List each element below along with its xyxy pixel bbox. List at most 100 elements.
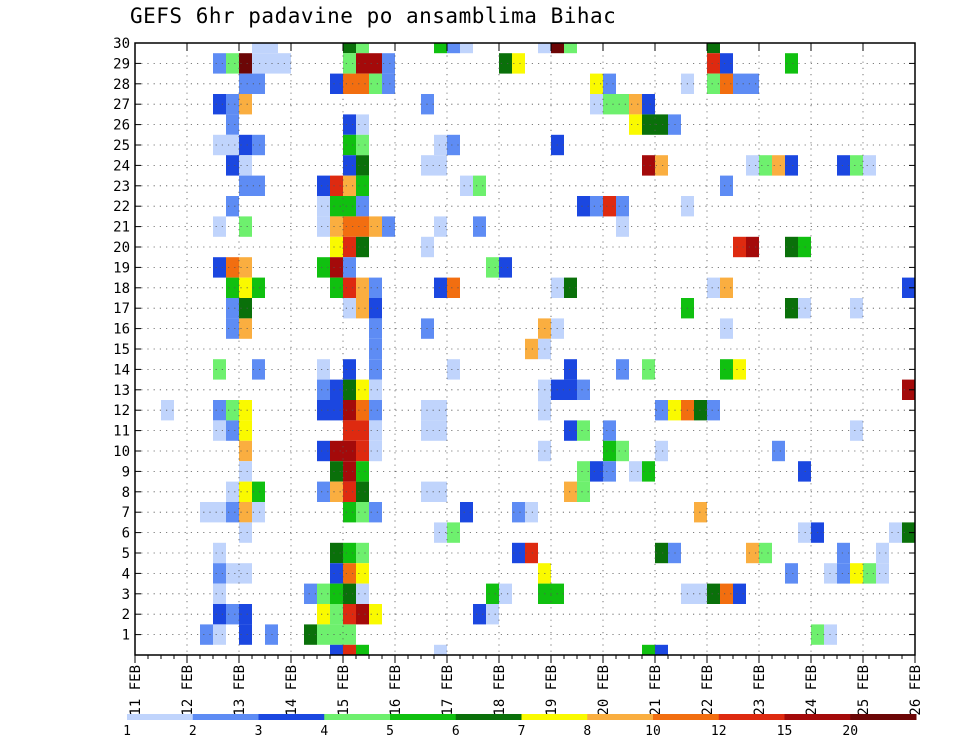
y-axis: 1234567891011121314151617181920212223242…: [113, 36, 915, 644]
heatmap-cell: [356, 502, 369, 523]
colorbar-swatch: [587, 714, 654, 720]
heatmap-cell: [343, 114, 356, 135]
y-tick-label: 24: [113, 158, 130, 174]
heatmap-cell: [616, 196, 629, 217]
heatmap-cell: [239, 563, 252, 584]
heatmap-cell: [577, 196, 590, 217]
heatmap-cell: [239, 216, 252, 237]
x-tick-label: 18 FEB: [492, 665, 508, 716]
heatmap-cell: [876, 563, 889, 584]
heatmap-cell: [356, 583, 369, 604]
heatmap-cell: [798, 298, 811, 319]
heatmap-cell: [772, 440, 785, 462]
heatmap-cell: [265, 43, 278, 54]
heatmap-cell: [850, 155, 863, 176]
heatmap-cell: [720, 277, 733, 298]
heatmap-cell: [213, 359, 226, 380]
heatmap-cell: [226, 481, 239, 502]
heatmap-cell: [252, 53, 265, 74]
heatmap-cell: [343, 440, 356, 462]
x-tick-label: 22 FEB: [700, 665, 716, 716]
heatmap-cell: [512, 502, 525, 523]
heatmap-cell: [447, 43, 460, 54]
heatmap-cell: [369, 359, 382, 380]
heatmap-cell: [213, 624, 226, 645]
heatmap-cell: [356, 175, 369, 196]
heatmap-cell: [733, 583, 746, 604]
x-tick-label: 17 FEB: [440, 665, 456, 716]
heatmap-cell: [655, 114, 668, 135]
heatmap-cell: [733, 73, 746, 94]
heatmap-cell: [369, 318, 382, 339]
heatmap-cell: [213, 257, 226, 278]
heatmap-cell: [239, 257, 252, 278]
heatmap-cell: [759, 542, 772, 564]
heatmap-cell: [707, 73, 720, 94]
heatmap-cell: [590, 196, 603, 217]
y-tick-label: 6: [122, 526, 130, 542]
heatmap-cell: [200, 502, 213, 523]
heatmap-cell: [343, 604, 356, 625]
colorbar-swatch: [784, 714, 851, 720]
colorbar-label: 3: [255, 724, 263, 739]
y-tick-label: 19: [113, 260, 130, 276]
heatmap-cell: [239, 624, 252, 645]
heatmap-cell: [746, 236, 759, 258]
y-tick-label: 20: [113, 240, 130, 256]
heatmap-cell: [252, 502, 265, 523]
heatmap-cell: [889, 522, 902, 543]
colorbar-label: 1: [123, 724, 131, 739]
x-tick-label: 23 FEB: [752, 665, 768, 716]
heatmap-cell: [369, 440, 382, 462]
heatmap-cell: [850, 563, 863, 584]
heatmap-cell: [720, 53, 733, 74]
heatmap-cell: [343, 175, 356, 196]
colorbar-label: 4: [320, 724, 328, 739]
heatmap-cell: [252, 134, 265, 156]
colorbar-label: 5: [386, 724, 394, 739]
heatmap-cell: [551, 43, 564, 54]
y-tick-label: 8: [122, 485, 130, 501]
heatmap-cell: [837, 155, 850, 176]
heatmap-cell: [317, 604, 330, 625]
heatmap-cell: [304, 624, 317, 645]
heatmap-cell: [226, 53, 239, 74]
x-tick-label: 12 FEB: [180, 665, 196, 716]
heatmap-cell: [486, 583, 499, 604]
x-tick-label: 25 FEB: [856, 665, 872, 716]
y-tick-label: 21: [113, 220, 130, 236]
heatmap-cell: [239, 175, 252, 196]
heatmap-cell: [434, 481, 447, 502]
heatmap-cell: [603, 94, 616, 115]
heatmap-cell: [213, 134, 226, 156]
x-tick-label: 19 FEB: [544, 665, 560, 716]
heatmap-cell: [902, 522, 915, 543]
heatmap-cell: [213, 542, 226, 564]
heatmap-cell: [252, 175, 265, 196]
heatmap-cell: [252, 359, 265, 380]
y-tick-label: 4: [122, 566, 130, 582]
heatmap-cell: [226, 420, 239, 441]
y-tick-label: 17: [113, 301, 130, 317]
heatmap-cell: [213, 502, 226, 523]
heatmap-cell: [343, 461, 356, 482]
heatmap-cell: [343, 257, 356, 278]
heatmap-cell: [473, 175, 486, 196]
heatmap-cell: [317, 216, 330, 237]
y-tick-label: 22: [113, 199, 130, 215]
heatmap-cell: [564, 277, 577, 298]
heatmap-cell: [330, 563, 343, 584]
heatmap-cell: [356, 73, 369, 94]
colorbar-label: 7: [518, 724, 526, 739]
heatmap-cell: [317, 379, 330, 400]
colorbar-swatch: [850, 714, 917, 720]
heatmap-cell: [447, 277, 460, 298]
heatmap-cell: [239, 298, 252, 319]
heatmap-cell: [239, 155, 252, 176]
heatmap-cell: [733, 359, 746, 380]
heatmap-cell: [200, 624, 213, 645]
heatmap-cell: [720, 359, 733, 380]
heatmap-cell: [356, 461, 369, 482]
heatmap-cell: [512, 542, 525, 564]
x-tick-label: 16 FEB: [388, 665, 404, 716]
